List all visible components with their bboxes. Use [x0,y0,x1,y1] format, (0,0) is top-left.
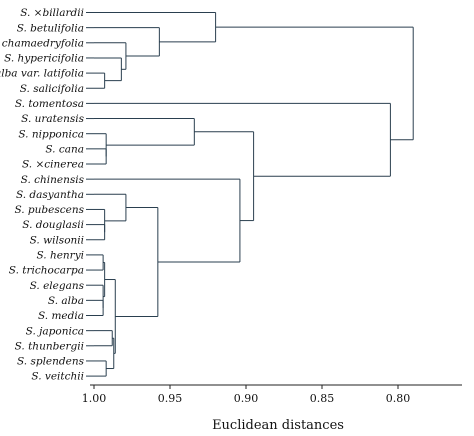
tick-label: 0.80 [386,392,411,405]
tick-label: 1.00 [82,392,107,405]
leaf-label: S. alba var. latifolia [0,68,84,80]
leaf-label: S. chamaedryfolia [0,37,84,49]
leaf-label: S. salicifolia [20,83,84,95]
leaf-label: S. pubescens [14,204,84,216]
leaf-label: S. wilsonii [30,234,84,246]
leaf-label: S. veitchii [31,371,84,383]
leaf-label: S. japonica [26,325,84,337]
leaf-label: S. betulifolia [17,22,84,34]
leaf-label: S. henryi [36,250,84,262]
leaf-label: S. uratensis [21,113,84,125]
leaf-label: S. cana [45,143,84,155]
leaf-label: S. media [38,310,84,322]
leaf-label: S. ×billardii [20,7,84,19]
leaf-label: S. ×cinerea [22,159,84,171]
leaf-label: S. dasyantha [16,189,84,201]
leaf-label: S. nipponica [18,128,84,140]
dendrogram-branches [94,12,414,377]
leaf-label: S. splendens [17,356,85,368]
leaf-labels: S. ×billardii S. betulifolia S. chamaedryf… [0,7,94,383]
leaf-label: S. douglasii [22,219,84,231]
distance-axis: 1.00 0.95 0.90 0.85 0.80 [82,384,462,405]
tick-label: 0.90 [234,392,259,405]
leaf-label: S. trichocarpa [9,265,84,277]
leaf-label: S. elegans [30,280,85,292]
axis-title: Euclidean distances [212,418,344,433]
tick-label: 0.85 [310,392,335,405]
leaf-label: S. chinensis [21,174,85,186]
leaf-label: S. tomentosa [15,98,84,110]
axis-ticks: 1.00 0.95 0.90 0.85 0.80 [82,385,411,405]
leaf-label: S. hypericifolia [4,53,84,65]
leaf-label: S. thunbergii [15,340,84,352]
leaf-label: S. alba [48,295,84,307]
tick-label: 0.95 [158,392,183,405]
